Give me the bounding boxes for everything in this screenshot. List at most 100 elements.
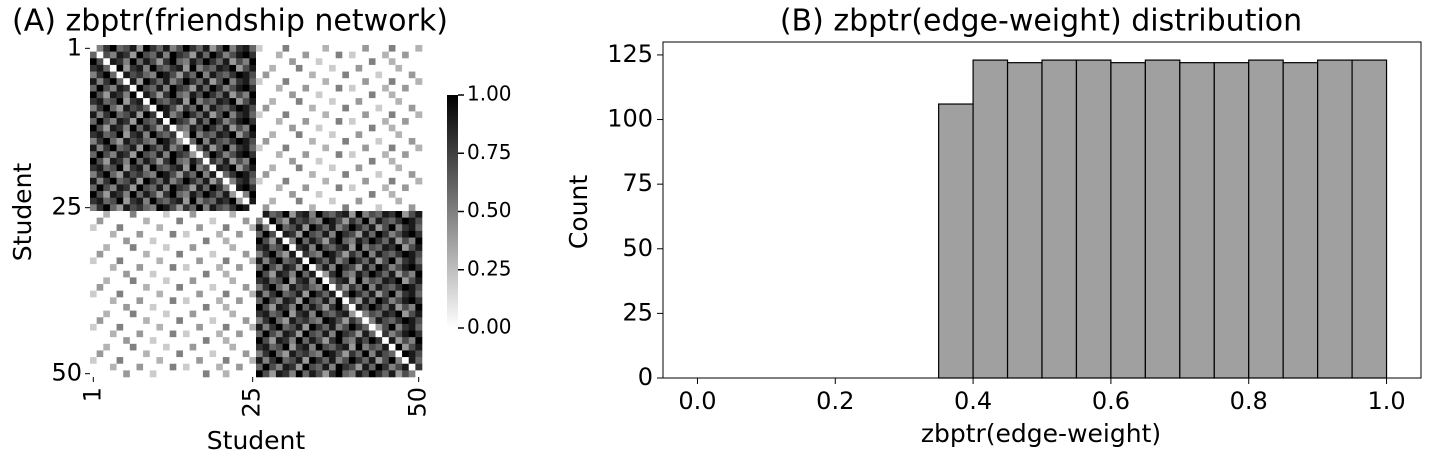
heatmap-cell: [129, 84, 137, 92]
heatmap-cell: [269, 211, 277, 218]
heatmap-cell: [302, 257, 310, 265]
heatmap-cell: [123, 91, 131, 99]
heatmap-cell: [269, 244, 277, 252]
heatmap-cell: [269, 118, 277, 125]
heatmap-cell: [209, 98, 217, 106]
heatmap-cell: [322, 45, 330, 52]
heatmap-cell: [196, 98, 204, 106]
heatmap-cell: [302, 45, 310, 52]
heatmap-cell: [322, 244, 330, 252]
heatmap-cell: [256, 330, 263, 338]
heatmap-cell: [236, 284, 244, 291]
heatmap-cell: [382, 164, 390, 172]
heatmap-cell: [295, 191, 303, 199]
heatmap-cell: [129, 71, 137, 79]
heatmap-cell: [348, 78, 356, 86]
heatmap-cell: [362, 310, 370, 318]
heatmap-cell: [123, 350, 131, 358]
heatmap-cell: [348, 337, 356, 345]
heatmap-cell: [242, 284, 250, 291]
heatmap-cell: [302, 131, 310, 139]
heatmap-cell: [103, 297, 111, 305]
heatmap-cell: [302, 224, 310, 232]
heatmap-cell: [123, 78, 131, 86]
heatmap-cell: [216, 323, 224, 331]
heatmap-cell: [402, 204, 410, 212]
heatmap-cell: [169, 297, 177, 305]
heatmap-cell: [329, 197, 336, 205]
heatmap-cell: [209, 131, 217, 139]
heatmap-cell: [196, 137, 204, 145]
heatmap-cell: [256, 270, 263, 278]
heatmap-cell: [96, 230, 104, 238]
heatmap-cell: [129, 118, 137, 125]
heatmap-cell: [129, 310, 137, 318]
heatmap-cell: [149, 164, 157, 172]
heatmap-cell: [149, 310, 157, 318]
heatmap-cell: [302, 230, 310, 238]
heatmap-cell: [282, 98, 290, 106]
heatmap-cell: [395, 191, 403, 199]
heatmap-cell: [315, 184, 323, 192]
heatmap-cell: [289, 290, 297, 298]
heatmap-cell: [382, 177, 390, 185]
heatmap-cell: [395, 237, 403, 245]
heatmap-cell: [335, 330, 343, 338]
heatmap-cell: [136, 363, 144, 371]
heatmap-cell: [415, 171, 423, 179]
heatmap-cell: [395, 45, 403, 52]
heatmap-cell: [236, 244, 244, 252]
heatmap-cell: [375, 363, 383, 371]
heatmap-cell: [103, 137, 111, 145]
heatmap-cell: [322, 297, 330, 305]
heatmap-cell: [368, 224, 376, 232]
heatmap-cell: [90, 350, 97, 358]
heatmap-cell: [382, 277, 390, 285]
heatmap-cell: [96, 111, 104, 119]
heatmap-cell: [182, 350, 190, 358]
heatmap-cell: [295, 131, 303, 139]
heatmap-cell: [262, 204, 270, 212]
heatmap-cell: [242, 224, 250, 232]
heatmap-cell: [103, 204, 111, 212]
heatmap-cell: [275, 350, 283, 358]
heatmap-cell: [275, 370, 283, 378]
heatmap-cell: [236, 211, 244, 218]
heatmap-cell: [136, 164, 144, 172]
heatmap-cell: [415, 230, 423, 238]
heatmap-cell: [236, 64, 244, 72]
heatmap-cell: [156, 104, 164, 112]
heatmap-cell: [202, 137, 210, 145]
heatmap-cell: [196, 277, 204, 285]
heatmap-cell: [262, 370, 270, 378]
heatmap-cell: [189, 310, 197, 318]
heatmap-cell: [116, 45, 124, 52]
x-tick-label: 0.8: [1230, 387, 1268, 415]
heatmap-cell: [375, 58, 383, 66]
y-tick-label: 75: [622, 169, 653, 197]
heatmap-cell: [229, 137, 237, 145]
heatmap-cell: [182, 98, 190, 106]
heatmap-cell: [342, 164, 350, 172]
heatmap-cell: [216, 118, 224, 125]
heatmap-cell: [169, 191, 177, 199]
heatmap-cell: [402, 104, 410, 112]
heatmap-cell: [103, 171, 111, 179]
heatmap-cell: [415, 244, 423, 252]
heatmap-cell: [408, 204, 416, 212]
heatmap-cell: [143, 124, 151, 132]
heatmap-cell: [249, 104, 257, 112]
heatmap-cell: [216, 297, 224, 305]
heatmap-cell: [129, 350, 137, 358]
heatmap-cell: [103, 124, 111, 132]
heatmap-cell: [402, 211, 410, 218]
heatmap-cell: [202, 217, 210, 225]
heatmap-cell: [375, 224, 383, 232]
heatmap-cell: [169, 51, 177, 59]
heatmap-cell: [149, 350, 157, 358]
heatmap-cell: [375, 64, 383, 72]
heatmap-cell: [322, 303, 330, 311]
heatmap-cell: [415, 137, 423, 145]
heatmap-cell: [282, 51, 290, 59]
heatmap-cell: [156, 224, 164, 232]
